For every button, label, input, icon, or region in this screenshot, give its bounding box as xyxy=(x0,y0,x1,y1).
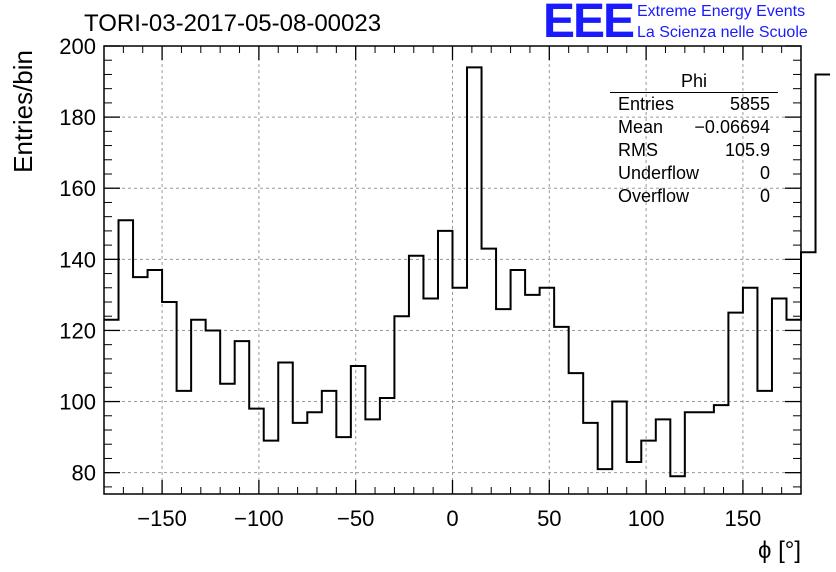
histogram-bin xyxy=(540,288,555,494)
histogram-bin xyxy=(816,74,831,494)
histogram-bin xyxy=(525,295,540,494)
histogram-bin xyxy=(322,391,337,494)
stats-label: Overflow xyxy=(618,186,690,206)
histogram-bin xyxy=(104,320,119,494)
y-tick-label: 180 xyxy=(59,105,96,130)
histogram-bin xyxy=(162,302,177,494)
y-tick-label: 120 xyxy=(59,318,96,343)
histogram-bin xyxy=(177,391,192,494)
histogram-bin xyxy=(757,391,772,494)
y-tick-label: 140 xyxy=(59,247,96,272)
histogram-bin xyxy=(409,256,424,494)
stats-value: 0 xyxy=(759,186,770,206)
histogram-bin xyxy=(394,316,409,494)
histogram-bin xyxy=(569,373,584,494)
histogram-bin xyxy=(699,412,714,494)
histogram-bin xyxy=(264,441,279,494)
stats-title: Phi xyxy=(610,70,778,93)
stats-row-entries: Entries 5855 xyxy=(610,93,778,116)
histogram-bin xyxy=(423,298,438,494)
stats-box: Phi Entries 5855 Mean −0.06694 RMS 105.9… xyxy=(610,70,778,208)
histogram-bin xyxy=(351,366,366,494)
histogram-bin xyxy=(336,437,351,494)
stats-row-overflow: Overflow 0 xyxy=(610,185,778,208)
histogram-bin xyxy=(641,441,656,494)
x-tick-label: −100 xyxy=(234,506,284,531)
histogram-bin xyxy=(293,423,308,494)
histogram-bin xyxy=(554,327,569,494)
stats-value: 105.9 xyxy=(724,140,770,160)
histogram-bin xyxy=(612,402,627,494)
histogram-bin xyxy=(380,398,395,494)
logo-line-2: La Scienza nelle Scuole xyxy=(637,24,808,41)
histogram-outline xyxy=(104,66,831,478)
histogram-bin xyxy=(801,252,816,494)
histogram-bin xyxy=(148,270,163,494)
histogram-bin xyxy=(786,320,801,494)
histogram-bin xyxy=(307,412,322,494)
histogram-bin xyxy=(685,412,700,494)
x-tick-label: 0 xyxy=(446,506,458,531)
y-tick-label: 200 xyxy=(59,34,96,59)
histogram-bin xyxy=(772,298,787,494)
histogram-bin xyxy=(743,288,758,494)
stats-row-underflow: Underflow 0 xyxy=(610,162,778,185)
logo-line-1: Extreme Energy Events xyxy=(637,3,806,20)
histogram-bin xyxy=(235,341,250,494)
stats-row-mean: Mean −0.06694 xyxy=(610,116,778,139)
stats-row-rms: RMS 105.9 xyxy=(610,139,778,162)
y-tick-label: 80 xyxy=(72,461,96,486)
histogram-bin xyxy=(191,320,206,494)
eee-logo: EEE xyxy=(543,0,635,48)
x-axis-label: ϕ [°] xyxy=(758,537,801,564)
histogram-bin xyxy=(583,423,598,494)
stats-label: Underflow xyxy=(618,163,700,183)
histogram-bin xyxy=(627,462,642,494)
histogram-bin xyxy=(670,476,685,494)
stats-value: 5855 xyxy=(729,94,770,114)
histogram-bin xyxy=(278,362,293,494)
axis-ticks xyxy=(103,45,802,494)
stats-label: Mean xyxy=(618,117,664,137)
x-tick-label: −50 xyxy=(337,506,374,531)
histogram-bin xyxy=(496,309,511,494)
histogram-bin xyxy=(453,288,468,494)
chart-title: TORI-03-2017-05-08-00023 xyxy=(84,10,382,37)
stats-label: RMS xyxy=(618,140,658,160)
histogram-bin xyxy=(365,419,380,494)
stats-label: Entries xyxy=(618,94,675,114)
histogram-bin xyxy=(133,277,148,494)
y-tick-label: 160 xyxy=(59,176,96,201)
histogram-bin xyxy=(249,409,264,494)
y-axis-label: Entries/bin xyxy=(8,50,38,173)
histogram-bars xyxy=(104,66,831,494)
histogram-bin xyxy=(656,419,671,494)
histogram-bin xyxy=(206,330,221,494)
x-tick-label: 50 xyxy=(537,506,561,531)
histogram-bin xyxy=(511,270,526,494)
stats-value: −0.06694 xyxy=(694,117,770,137)
histogram-bin xyxy=(482,249,497,494)
histogram-bin xyxy=(438,231,453,494)
histogram-bin xyxy=(220,384,235,494)
histogram-bin xyxy=(467,67,482,494)
x-tick-label: 100 xyxy=(628,506,665,531)
histogram-bin xyxy=(728,313,743,494)
x-tick-label: −150 xyxy=(137,506,187,531)
tick-labels: 80 100 120 140 160 180 200 −150 −100 −50 0 50 100 150 xyxy=(59,34,761,531)
stats-value: 0 xyxy=(759,163,770,183)
y-tick-label: 100 xyxy=(59,390,96,415)
histogram-bin xyxy=(119,220,134,494)
histogram-bin xyxy=(598,469,613,494)
histogram-bin xyxy=(714,405,729,494)
x-tick-label: 150 xyxy=(725,506,762,531)
